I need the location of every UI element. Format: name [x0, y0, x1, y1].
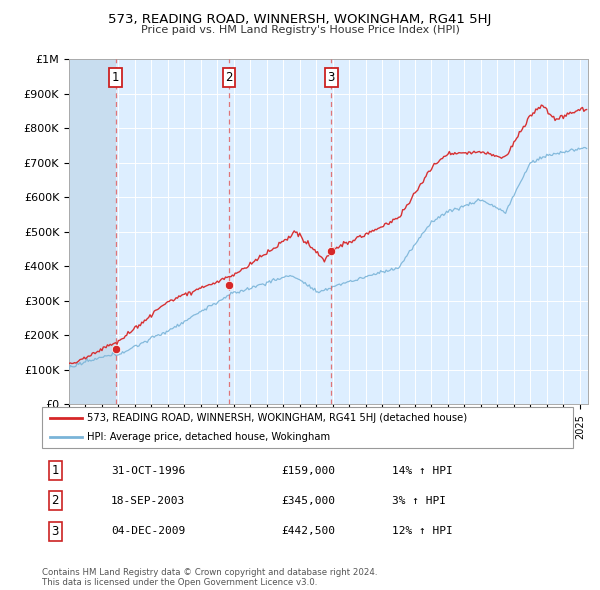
Bar — [69, 59, 116, 404]
Text: 12% ↑ HPI: 12% ↑ HPI — [392, 526, 453, 536]
Bar — [69, 59, 116, 404]
Text: 3: 3 — [52, 525, 59, 537]
Text: Price paid vs. HM Land Registry's House Price Index (HPI): Price paid vs. HM Land Registry's House … — [140, 25, 460, 35]
Text: 18-SEP-2003: 18-SEP-2003 — [111, 496, 185, 506]
Text: 2: 2 — [225, 71, 233, 84]
Text: Contains HM Land Registry data © Crown copyright and database right 2024.
This d: Contains HM Land Registry data © Crown c… — [42, 568, 377, 587]
Text: 573, READING ROAD, WINNERSH, WOKINGHAM, RG41 5HJ: 573, READING ROAD, WINNERSH, WOKINGHAM, … — [109, 13, 491, 26]
Text: 3: 3 — [328, 71, 335, 84]
Text: £345,000: £345,000 — [281, 496, 335, 506]
Text: £159,000: £159,000 — [281, 466, 335, 476]
Text: 573, READING ROAD, WINNERSH, WOKINGHAM, RG41 5HJ (detached house): 573, READING ROAD, WINNERSH, WOKINGHAM, … — [87, 413, 467, 423]
Text: 3% ↑ HPI: 3% ↑ HPI — [392, 496, 446, 506]
Text: 1: 1 — [112, 71, 119, 84]
Text: HPI: Average price, detached house, Wokingham: HPI: Average price, detached house, Woki… — [87, 432, 330, 442]
Text: 14% ↑ HPI: 14% ↑ HPI — [392, 466, 453, 476]
Text: 1: 1 — [52, 464, 59, 477]
Text: 31-OCT-1996: 31-OCT-1996 — [111, 466, 185, 476]
Text: 2: 2 — [52, 494, 59, 507]
Text: £442,500: £442,500 — [281, 526, 335, 536]
FancyBboxPatch shape — [42, 407, 573, 448]
Text: 04-DEC-2009: 04-DEC-2009 — [111, 526, 185, 536]
